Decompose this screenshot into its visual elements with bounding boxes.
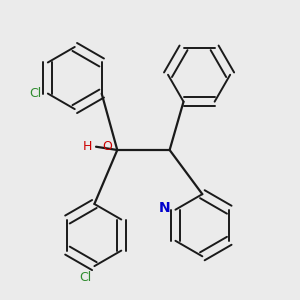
Text: O: O <box>103 140 112 153</box>
Text: Cl: Cl <box>29 87 41 100</box>
Text: N: N <box>159 201 170 215</box>
Text: H: H <box>83 140 92 153</box>
Text: Cl: Cl <box>79 271 91 284</box>
